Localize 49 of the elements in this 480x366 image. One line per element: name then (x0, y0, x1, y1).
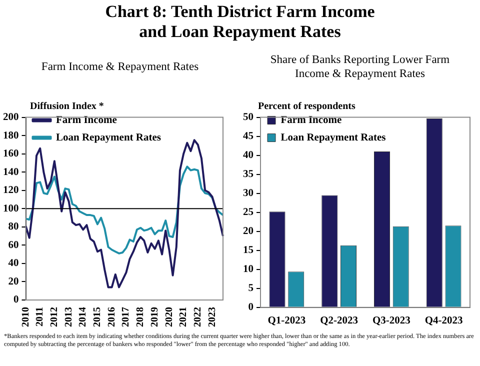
x-tick-label: 2019 (149, 307, 160, 327)
x-tick-label: 2010 (20, 307, 32, 327)
y-tick-label: 20 (8, 276, 19, 288)
x-tick-label: 2016 (106, 307, 118, 327)
x-tick-label: Q1-2023 (268, 315, 306, 326)
x-tick-label: 2018 (135, 307, 146, 327)
legend-label: Farm Income (280, 114, 342, 126)
y-axis-title: Percent of respondents (258, 101, 356, 112)
x-tick-label: 2020 (164, 307, 175, 327)
y-tick-label: 5 (248, 283, 254, 294)
y-tick-label: 200 (3, 112, 19, 124)
y-tick-label: 45 (243, 131, 254, 142)
x-tick-label: 2021 (178, 307, 190, 327)
chart-subtitle: Farm Income & Repayment Rates (40, 60, 200, 74)
y-axis-title: Diffusion Index * (30, 101, 104, 112)
y-tick-label: 180 (3, 130, 19, 142)
x-tick-label: Q2-2023 (320, 315, 358, 326)
y-tick-label: 80 (8, 222, 19, 233)
y-tick-label: 25 (243, 207, 254, 218)
x-tick-label: 2015 (92, 307, 104, 327)
y-tick-label: 10 (243, 264, 254, 276)
y-tick-label: 15 (243, 245, 254, 256)
y-tick-label: 160 (3, 148, 19, 160)
chart-title: Chart 8: Tenth District Farm Income and Loan Repayment Rates (104, 2, 376, 42)
x-tick-label: 2014 (78, 307, 89, 327)
chart-subtitle: Share of Banks Reporting Lower Farm Income & Repayment Rates (269, 53, 451, 81)
y-tick-label: 40 (243, 150, 254, 162)
legend-label: Farm Income (56, 114, 118, 126)
y-tick-label: 100 (3, 203, 19, 214)
legend-label: Loan Repayment Rates (56, 132, 161, 144)
y-tick-label: 40 (8, 258, 19, 270)
y-tick-label: 30 (243, 188, 254, 200)
x-tick-label: 2011 (34, 307, 46, 326)
y-tick-label: 120 (3, 185, 19, 196)
x-tick-label: Q4-2023 (424, 315, 463, 326)
y-tick-label: 0 (248, 302, 254, 314)
x-tick-label: Q3-2023 (372, 315, 410, 326)
x-tick-label: 2017 (120, 307, 132, 327)
x-tick-label: 2022 (192, 307, 204, 327)
x-tick-label: 2023 (206, 307, 218, 327)
legend-label: Loan Repayment Rates (280, 132, 386, 144)
x-tick-label: 2012 (49, 307, 60, 327)
y-tick-label: 35 (243, 169, 254, 180)
y-tick-label: 60 (8, 240, 19, 251)
x-tick-label: 2013 (63, 307, 74, 327)
y-tick-label: 0 (14, 294, 19, 306)
y-tick-label: 140 (3, 166, 19, 178)
y-tick-label: 20 (243, 226, 254, 238)
y-tick-label: 50 (243, 112, 254, 124)
